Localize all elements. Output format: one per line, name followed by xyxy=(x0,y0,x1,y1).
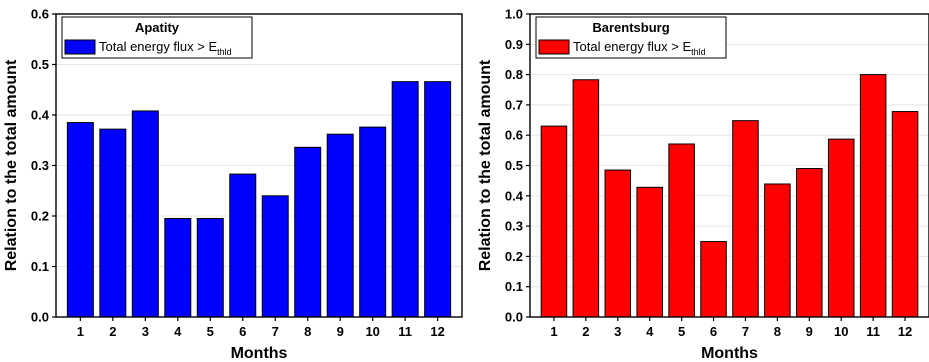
x-tick-label: 10 xyxy=(365,324,379,339)
y-tick-label: 0.1 xyxy=(505,279,523,294)
legend-label-main: Total energy flux > E xyxy=(573,39,691,54)
legend-label-main: Total energy flux > E xyxy=(99,39,217,54)
bar-month-12 xyxy=(424,81,452,318)
plot-frame xyxy=(529,13,929,318)
bar-month-1 xyxy=(540,125,568,318)
x-tick-label: 8 xyxy=(304,324,311,339)
bar-month-12 xyxy=(891,111,919,318)
bar-month-9 xyxy=(326,133,354,318)
x-axis-title: Months xyxy=(701,345,758,362)
bar-month-8 xyxy=(294,146,322,318)
legend-swatch xyxy=(64,39,96,55)
x-tick-label: 12 xyxy=(898,324,912,339)
x-tick-label: 1 xyxy=(550,324,557,339)
x-axis-title: Months xyxy=(231,345,288,362)
legend-label-subscript: thld xyxy=(691,47,706,57)
bar-month-4 xyxy=(164,218,192,318)
bar-month-10 xyxy=(827,138,855,318)
bar-month-1 xyxy=(66,122,94,318)
x-tick-label: 7 xyxy=(742,324,749,339)
y-tick-label: 0.4 xyxy=(31,108,50,123)
legend-title: Barentsburg xyxy=(592,20,669,35)
y-tick-label: 0.6 xyxy=(505,128,523,143)
bar-month-9 xyxy=(796,168,823,318)
y-tick-label: 0.6 xyxy=(31,7,49,22)
x-tick-label: 9 xyxy=(337,324,344,339)
y-tick-label: 0.3 xyxy=(505,219,523,234)
y-tick-label: 0.4 xyxy=(505,188,524,203)
bar-month-4 xyxy=(636,186,663,318)
y-axis-title: Relation to the total amount xyxy=(477,59,494,271)
x-tick-label: 9 xyxy=(806,324,813,339)
x-tick-label: 1 xyxy=(77,324,84,339)
legend-label: Total energy flux > Ethld xyxy=(573,39,706,57)
bar-month-7 xyxy=(732,120,759,318)
y-tick-label: 0.8 xyxy=(505,67,523,82)
y-tick-label: 0.5 xyxy=(505,158,523,173)
bar-month-3 xyxy=(131,110,159,318)
bar-month-7 xyxy=(261,195,289,318)
legend-label: Total energy flux > Ethld xyxy=(99,39,232,57)
x-tick-label: 2 xyxy=(582,324,589,339)
x-tick-label: 12 xyxy=(430,324,444,339)
bar-month-2 xyxy=(99,128,127,318)
bar-month-10 xyxy=(359,126,387,318)
bar-month-8 xyxy=(764,183,791,318)
x-tick-label: 2 xyxy=(109,324,116,339)
x-tick-label: 5 xyxy=(678,324,685,339)
y-tick-label: 1.0 xyxy=(505,7,523,22)
x-tick-label: 11 xyxy=(866,324,880,339)
x-tick-label: 7 xyxy=(272,324,279,339)
y-tick-label: 0.7 xyxy=(505,97,523,112)
x-tick-label: 3 xyxy=(142,324,149,339)
x-tick-label: 5 xyxy=(207,324,214,339)
legend-box xyxy=(61,16,253,59)
bar-month-11 xyxy=(391,81,419,318)
y-tick-label: 0.0 xyxy=(505,310,523,325)
x-tick-label: 8 xyxy=(774,324,781,339)
y-tick-label: 0.0 xyxy=(31,310,49,325)
bar-month-11 xyxy=(859,74,887,318)
legend-label-subscript: thld xyxy=(217,47,232,57)
legend: Apatity Total energy flux > Ethld xyxy=(61,16,253,59)
bar-month-6 xyxy=(700,241,727,318)
y-tick-label: 0.5 xyxy=(31,57,49,72)
bar-month-6 xyxy=(229,173,257,318)
x-tick-label: 6 xyxy=(710,324,717,339)
y-tick-label: 0.1 xyxy=(31,259,49,274)
chart-panel-apatity: 1 2 3 4 5 6 7 8 9 10 11 120.00.10.20.30.40.50.6Mont… xyxy=(3,7,463,362)
legend: Barentsburg Total energy flux > Ethld xyxy=(535,16,727,59)
plot-frame xyxy=(55,13,463,318)
y-tick-label: 0.2 xyxy=(505,249,523,264)
bar-month-2 xyxy=(572,79,600,318)
legend-title: Apatity xyxy=(135,20,180,35)
y-tick-label: 0.2 xyxy=(31,209,49,224)
y-tick-label: 0.3 xyxy=(31,158,49,173)
y-axis-title: Relation to the total amount xyxy=(3,59,20,271)
x-tick-label: 6 xyxy=(239,324,246,339)
x-tick-label: 3 xyxy=(614,324,621,339)
bar-month-5 xyxy=(196,218,224,318)
bar-month-3 xyxy=(604,169,632,318)
bar-month-5 xyxy=(668,143,695,318)
legend-swatch xyxy=(538,39,570,55)
x-tick-label: 4 xyxy=(646,324,654,339)
chart-panel-barentsburg: 1 2 3 4 5 6 7 8 9 10 11 120.00.10.20.30.40.50.60.70… xyxy=(477,7,929,362)
x-tick-label: 10 xyxy=(834,324,848,339)
x-tick-label: 11 xyxy=(398,324,412,339)
y-tick-label: 0.9 xyxy=(505,37,523,52)
x-tick-label: 4 xyxy=(174,324,182,339)
